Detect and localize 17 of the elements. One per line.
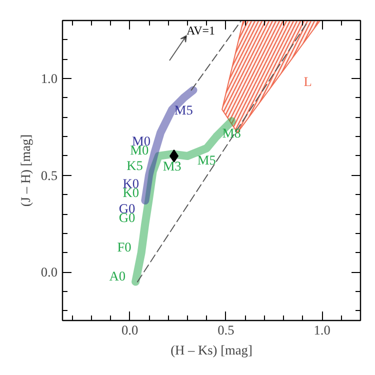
annotation: K5 bbox=[126, 158, 144, 173]
annotation: F0 bbox=[117, 239, 132, 254]
annotation: M8 bbox=[222, 126, 242, 141]
annotation: A0 bbox=[109, 268, 126, 284]
y-tick-label: 0.0 bbox=[40, 264, 58, 280]
x-tick-label: 1.0 bbox=[314, 322, 331, 338]
annotation: AV=1 bbox=[186, 24, 216, 38]
annotation: M5 bbox=[197, 152, 216, 168]
y-tick-label: 0.5 bbox=[40, 168, 58, 183]
x-tick-label: 0.5 bbox=[218, 322, 235, 338]
series-label: L bbox=[304, 74, 312, 90]
x-axis-title: (H – Ks) [mag] bbox=[170, 342, 252, 358]
annotation: M3 bbox=[162, 158, 182, 174]
x-tick-label: 0.0 bbox=[121, 322, 138, 338]
y-tick-label: 1.0 bbox=[40, 71, 58, 86]
y-axis-title: (J – H) [mag] bbox=[18, 134, 33, 207]
annotation: M5 bbox=[174, 102, 194, 118]
